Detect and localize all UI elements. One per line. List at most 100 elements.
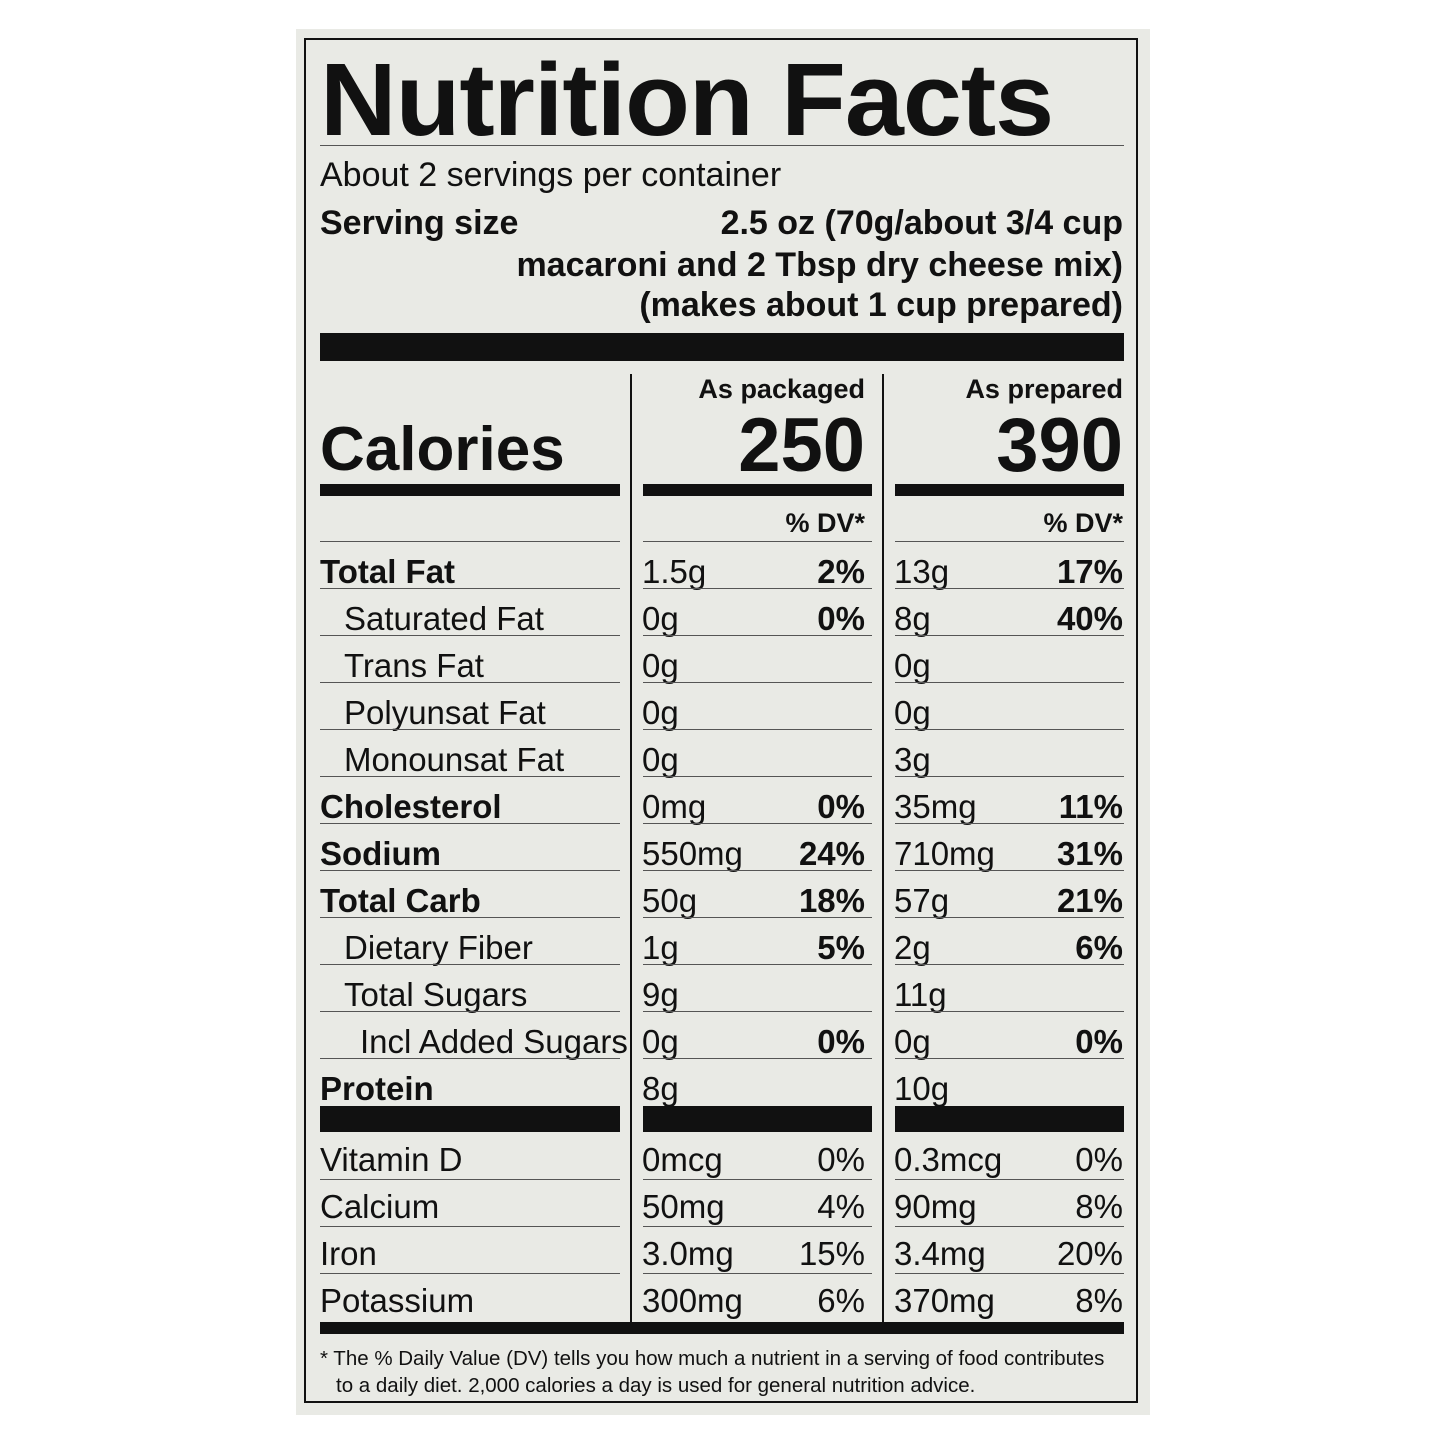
nutrient-amount-prepared: 13g: [894, 553, 950, 590]
nutrient-dv-packaged: 0%: [817, 788, 865, 825]
nutrient-name: Saturated Fat: [344, 600, 544, 637]
nutrient-dv-prepared: 11%: [1058, 788, 1123, 825]
row-divider: [643, 635, 872, 636]
nutrient-name: Incl Added Sugars: [360, 1023, 628, 1060]
vitamin-dv-packaged: 0%: [817, 1141, 865, 1178]
thick-divider-vitamins-packaged: [643, 1106, 872, 1132]
row-divider: [643, 1011, 872, 1012]
vitamin-dv-prepared: 20%: [1056, 1235, 1123, 1272]
row-divider: [643, 729, 872, 730]
column-heading-packaged: As packaged: [698, 374, 865, 404]
vitamin-amount-packaged: 300mg: [642, 1282, 743, 1319]
row-divider: [320, 823, 620, 824]
row-divider: [320, 870, 620, 871]
vitamin-amount-packaged: 50mg: [642, 1188, 725, 1225]
vitamin-dv-packaged: 15%: [798, 1235, 865, 1272]
label-title: Nutrition Facts: [320, 42, 1054, 157]
column-divider-left: [630, 374, 632, 1324]
row-divider: [320, 1011, 620, 1012]
nutrient-dv-prepared: 17%: [1056, 553, 1123, 590]
nutrient-dv-packaged: 2%: [817, 553, 865, 590]
nutrient-amount-packaged: 0g: [642, 600, 679, 637]
vitamin-amount-prepared: 0.3mcg: [894, 1141, 1003, 1178]
nutrient-amount-packaged: 0g: [642, 694, 679, 731]
nutrient-name: Monounsat Fat: [344, 741, 565, 778]
nutrient-name: Dietary Fiber: [344, 929, 533, 966]
nutrient-amount-packaged: 50g: [642, 882, 698, 919]
nutrient-amount-packaged: 550mg: [642, 835, 743, 872]
nutrient-dv-prepared: 21%: [1056, 882, 1123, 919]
footnote-line-2: to a daily diet. 2,000 calories a day is…: [336, 1374, 976, 1397]
vitamin-name: Potassium: [320, 1282, 475, 1319]
nutrient-amount-prepared: 11g: [894, 976, 947, 1013]
column-divider-right: [882, 374, 884, 1324]
nutrient-amount-prepared: 10g: [894, 1070, 950, 1107]
nutrient-amount-prepared: 0g: [894, 694, 931, 731]
row-divider: [643, 1273, 872, 1274]
nutrient-amount-prepared: 3g: [894, 741, 931, 778]
footnote-line-1: * The % Daily Value (DV) tells you how m…: [320, 1347, 1105, 1370]
serving-size-line1: 2.5 oz (70g/about 3/4 cup: [720, 204, 1123, 242]
calories-rule-name: [320, 484, 620, 496]
row-divider: [895, 682, 1124, 683]
row-divider: [643, 870, 872, 871]
nutrient-dv-packaged: 18%: [798, 882, 865, 919]
row-divider: [895, 1058, 1124, 1059]
row-divider: [320, 964, 620, 965]
row-divider: [895, 870, 1124, 871]
nutrient-name: Sodium: [320, 835, 441, 872]
row-divider: [895, 964, 1124, 965]
nutrient-dv-packaged: 24%: [798, 835, 865, 872]
row-divider: [895, 1226, 1124, 1227]
nutrient-name: Cholesterol: [320, 788, 502, 825]
row-divider: [895, 729, 1124, 730]
calories-packaged: 250: [738, 403, 865, 488]
row-divider: [320, 682, 620, 683]
nutrient-amount-packaged: 9g: [642, 976, 679, 1013]
dv-header-packaged: % DV*: [785, 508, 865, 538]
nutrient-amount-packaged: 0g: [642, 1023, 679, 1060]
row-divider: [895, 635, 1124, 636]
nutrient-name: Protein: [320, 1070, 434, 1107]
row-divider: [643, 588, 872, 589]
nutrient-amount-packaged: 1.5g: [642, 553, 707, 590]
serving-size-label: Serving size: [320, 204, 519, 242]
nutrient-dv-packaged: 5%: [817, 929, 865, 966]
vitamin-dv-prepared: 8%: [1075, 1188, 1123, 1225]
vitamin-name: Vitamin D: [320, 1141, 463, 1178]
thick-divider-vitamins-prepared: [895, 1106, 1124, 1132]
vitamin-amount-prepared: 90mg: [894, 1188, 977, 1225]
row-divider: [895, 1179, 1124, 1180]
nutrient-amount-prepared: 710mg: [894, 835, 995, 872]
nutrient-name: Total Fat: [320, 553, 456, 590]
nutrient-dv-prepared: 40%: [1056, 600, 1123, 637]
calories-prepared: 390: [996, 403, 1123, 488]
row-divider: [895, 1273, 1124, 1274]
row-divider: [320, 541, 620, 542]
row-divider: [895, 541, 1124, 542]
row-divider: [643, 541, 872, 542]
vitamin-dv-packaged: 4%: [817, 1188, 865, 1225]
vitamin-dv-prepared: 0%: [1075, 1141, 1123, 1178]
row-divider: [643, 776, 872, 777]
nutrient-name: Total Sugars: [344, 976, 528, 1013]
row-divider: [320, 1058, 620, 1059]
vitamin-amount-prepared: 3.4mg: [894, 1235, 986, 1272]
row-divider: [895, 776, 1124, 777]
vitamin-dv-packaged: 6%: [817, 1282, 865, 1319]
row-divider: [643, 1179, 872, 1180]
row-divider: [643, 1058, 872, 1059]
nutrient-amount-packaged: 8g: [642, 1070, 679, 1107]
vitamin-amount-packaged: 3.0mg: [642, 1235, 734, 1272]
nutrient-amount-packaged: 0g: [642, 741, 679, 778]
vitamin-name: Iron: [320, 1235, 377, 1272]
dv-header-prepared: % DV*: [1043, 508, 1123, 538]
nutrient-amount-prepared: 2g: [894, 929, 931, 966]
nutrient-amount-packaged: 1g: [642, 929, 679, 966]
label-panel: [296, 29, 1150, 1415]
row-divider: [643, 917, 872, 918]
serving-size-line2: macaroni and 2 Tbsp dry cheese mix): [516, 246, 1123, 284]
nutrient-name: Trans Fat: [344, 647, 484, 684]
thick-divider-top: [320, 333, 1124, 361]
row-divider: [320, 635, 620, 636]
